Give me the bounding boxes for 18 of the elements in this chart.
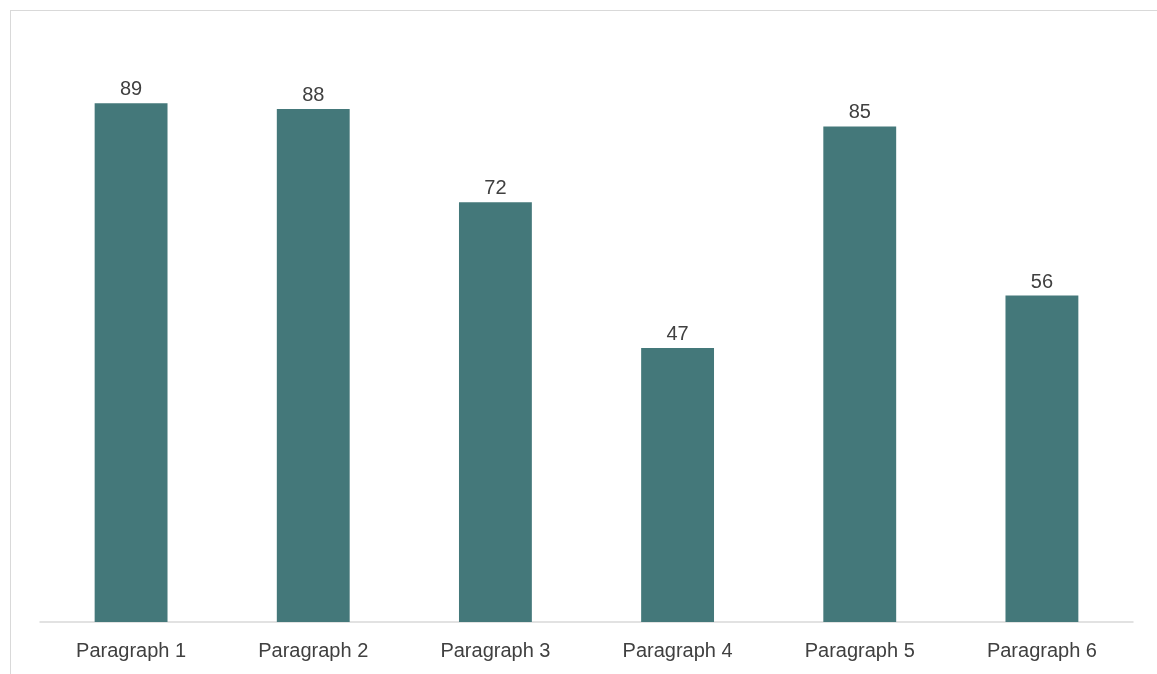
x-tick-label: Paragraph 5 [804,639,915,661]
x-tick-label: Paragraph 6 [986,639,1097,661]
bar [641,347,715,622]
data-label: 47 [666,321,689,344]
bar [94,103,168,622]
data-label: 56 [1030,269,1054,292]
data-label: 72 [484,176,507,199]
data-label: 85 [848,100,871,123]
x-tick-label: Paragraph 4 [622,639,733,661]
bar [276,108,350,622]
data-label: 89 [119,77,143,100]
bar [823,126,897,622]
x-tick-label: Paragraph 3 [440,639,551,661]
x-tick-label: Paragraph 1 [76,639,187,661]
bar [458,202,532,622]
bar [1005,295,1079,622]
data-label: 88 [302,82,325,105]
x-tick-label: Paragraph 2 [258,639,369,661]
